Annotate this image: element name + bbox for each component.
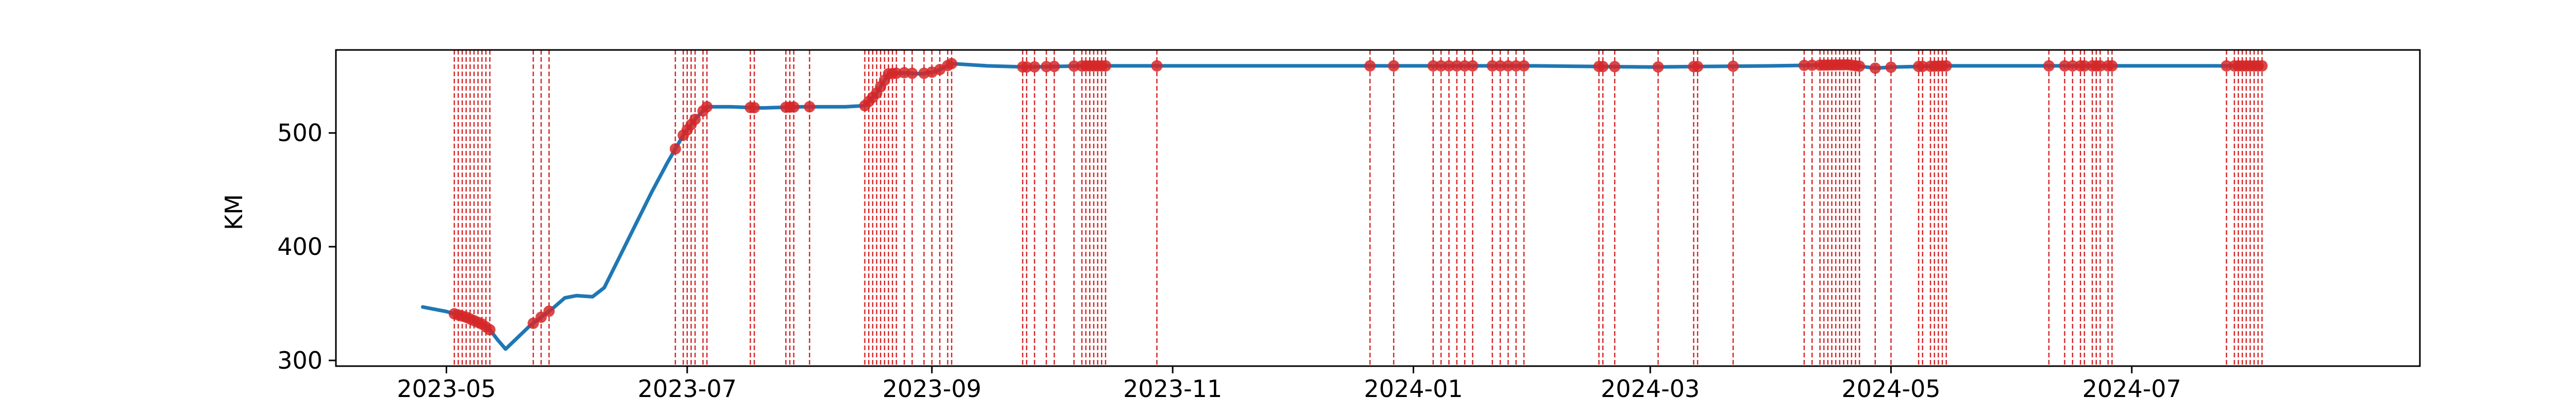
- event-marker: [543, 305, 555, 317]
- event-marker: [1388, 60, 1400, 72]
- event-marker: [1451, 60, 1463, 72]
- event-marker: [1028, 61, 1040, 73]
- x-tick-label: 2024-07: [2082, 375, 2181, 403]
- event-marker: [1806, 59, 1818, 71]
- y-tick-label: 500: [277, 119, 323, 147]
- event-marker: [1917, 60, 1928, 72]
- event-marker: [1459, 60, 1471, 72]
- event-marker: [2059, 60, 2071, 72]
- event-marker: [1940, 60, 1952, 72]
- event-marker: [906, 67, 918, 79]
- event-marker: [1494, 60, 1506, 72]
- event-marker: [1151, 60, 1163, 72]
- event-marker: [1443, 60, 1455, 72]
- event-marker: [535, 312, 547, 323]
- event-marker: [528, 317, 539, 329]
- event-marker: [1048, 61, 1060, 73]
- event-marker: [749, 102, 760, 114]
- event-marker: [484, 324, 496, 336]
- event-marker: [2106, 60, 2118, 72]
- x-tick-label: 2023-07: [638, 375, 737, 403]
- event-marker: [1869, 62, 1881, 74]
- event-marker: [1364, 60, 1376, 72]
- event-marker: [1510, 60, 1522, 72]
- event-marker: [2078, 60, 2090, 72]
- event-marker: [701, 101, 713, 113]
- series-line: [421, 62, 2264, 351]
- event-marker: [2066, 60, 2078, 72]
- event-marker: [1609, 61, 1621, 73]
- event-marker: [1068, 60, 1080, 72]
- event-marker: [804, 101, 816, 113]
- event-marker: [2043, 60, 2055, 72]
- x-tick-label: 2024-05: [1841, 375, 1940, 403]
- event-marker: [946, 58, 958, 70]
- x-tick-label: 2023-11: [1123, 375, 1222, 403]
- series-layer: [421, 62, 2264, 351]
- event-lines: [453, 50, 2263, 366]
- y-tick-label: 300: [277, 347, 323, 374]
- x-tick-label: 2023-09: [883, 375, 981, 403]
- event-marker: [1518, 60, 1530, 72]
- event-marker: [1502, 60, 1514, 72]
- event-marker: [1467, 60, 1479, 72]
- event-marker: [1692, 61, 1704, 73]
- event-marker: [1021, 61, 1032, 73]
- event-marker: [1427, 60, 1439, 72]
- event-marker: [2221, 60, 2232, 72]
- event-marker: [1798, 59, 1810, 71]
- event-marker: [2256, 60, 2268, 72]
- event-marker: [1435, 60, 1447, 72]
- event-marker: [1727, 60, 1739, 72]
- event-marker: [1597, 61, 1609, 73]
- event-marker: [2094, 60, 2106, 72]
- event-marker: [788, 101, 800, 113]
- x-tick-label: 2024-01: [1364, 375, 1463, 403]
- event-marker: [1854, 60, 1866, 72]
- event-marker: [1885, 61, 1897, 73]
- x-tick-label: 2023-05: [397, 375, 496, 403]
- event-marker: [1652, 61, 1664, 73]
- plot-frame: [335, 49, 2421, 367]
- x-tick-label: 2024-03: [1601, 375, 1700, 403]
- event-marker: [1099, 60, 1111, 72]
- axes: 2023-05 2023-07 2023-09 2023-11 2024-01 2024-…: [277, 49, 2421, 403]
- event-markers: [448, 58, 2268, 336]
- event-marker: [689, 113, 701, 125]
- event-marker: [1486, 60, 1498, 72]
- y-axis-label: KM: [220, 194, 248, 230]
- event-marker: [669, 143, 681, 155]
- y-tick-label: 400: [277, 233, 323, 261]
- event-marker: [1040, 61, 1052, 73]
